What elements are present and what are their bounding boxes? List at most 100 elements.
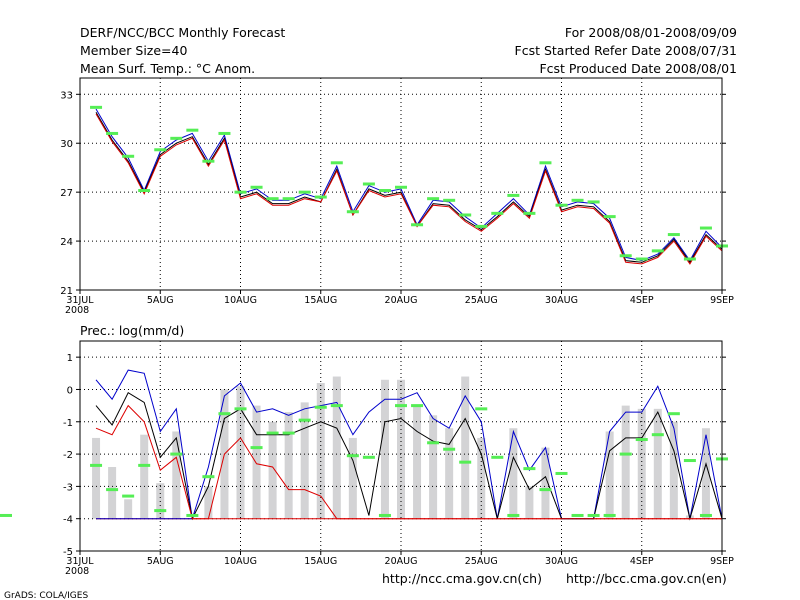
observed-marker [571,513,584,517]
precip-bar [268,421,277,519]
observed-marker [90,463,103,467]
precip-bar [172,431,181,519]
precip-bar [701,428,710,519]
precip-bar [204,486,213,519]
precip-bar [348,437,357,519]
precip-bar [92,437,101,519]
precip-bar [509,428,518,519]
x-tick-label: 5AUG [147,556,174,567]
precip-bar [124,499,133,519]
observed-marker [507,513,520,517]
y-tick-label: -5 [63,547,73,558]
observed-marker [90,105,103,109]
x-tick-label: 9SEP [710,556,734,567]
observed-marker [507,193,520,197]
x-tick-label: 10AUG [224,295,257,306]
observed-marker [523,211,536,215]
observed-marker [218,412,231,416]
observed-marker [106,488,119,492]
precip-bar [669,421,678,519]
y-tick-label: 27 [60,188,73,199]
series-upper [95,369,723,520]
series-lower [95,113,723,265]
observed-marker [330,161,343,165]
variable-label: Mean Surf. Temp.: °C Anom. [80,61,256,76]
observed-marker [170,452,183,456]
observed-marker [683,459,696,463]
observed-marker [603,513,616,517]
observed-marker [667,412,680,416]
x-tick-label: 4SEP [630,556,654,567]
precip-bar [108,467,117,519]
observed-marker [234,407,247,411]
y-tick-label: -1 [63,418,73,429]
observed-marker [491,455,504,459]
x-tick-label: 31JUL [66,295,94,306]
precip-bar [236,386,245,519]
series-mean [95,391,723,521]
observed-marker [411,223,424,227]
observed-marker [202,159,215,163]
observed-marker [587,200,600,204]
observed-marker [667,233,680,237]
x-tick-label: 15AUG [304,556,337,567]
x-tick-label: 30AUG [545,295,578,306]
observed-marker [635,438,648,442]
series-upper [95,108,723,262]
y-tick-label: 0 [67,385,73,396]
observed-marker [346,454,359,458]
precip-bar [300,402,309,519]
x-tick-label: 4SEP [630,295,654,306]
observed-marker [411,404,424,408]
observed-marker [635,257,648,261]
observed-marker [491,211,504,215]
x-tick-label: 9SEP [710,295,734,306]
precip-bar [429,415,438,519]
observed-marker [699,513,712,517]
ncc-url: http://ncc.cma.gov.cn(ch) [382,571,542,586]
observed-marker [170,136,183,140]
observed-marker [362,182,375,186]
observed-marker [266,431,279,435]
y-tick-label: 24 [60,237,73,248]
observed-marker [539,161,552,165]
observed-marker [218,131,231,135]
started-date: Fcst Started Refer Date 2008/07/31 [514,43,738,58]
x-tick-label: 31JUL [66,556,94,567]
observed-marker [298,190,311,194]
x-tick-sublabel: 2008 [65,305,89,316]
observed-marker [603,215,616,219]
member-size: Member Size=40 [80,43,188,58]
x-tick-label: 20AUG [385,295,418,306]
observed-marker [555,203,568,207]
observed-marker [250,446,263,450]
observed-marker [282,431,295,435]
grads-credit: GrADS: COLA/IGES [4,591,88,600]
observed-marker [427,197,440,201]
observed-marker [234,190,247,194]
y-tick-label: -3 [63,482,73,493]
precip-bar [605,431,614,519]
observed-marker [122,154,135,158]
observed-marker [314,195,327,199]
precip-bar [445,428,454,519]
observed-marker [651,433,664,437]
observed-marker [587,513,600,517]
observed-marker [459,213,472,217]
x-tick-label: 30AUG [545,556,578,567]
observed-marker [122,494,135,498]
precip-bar [653,408,662,519]
observed-marker [106,131,119,135]
observed-marker [362,455,375,459]
observed-marker [202,475,215,479]
observed-marker [619,254,632,258]
observed-marker [395,404,407,408]
observed-marker [330,404,343,408]
precip-bar [156,483,165,519]
observed-marker [475,407,488,411]
observed-marker [571,198,584,202]
x-tick-label: 15AUG [304,295,337,306]
precip-bar [140,434,149,519]
y-tick-label: 33 [60,90,73,101]
